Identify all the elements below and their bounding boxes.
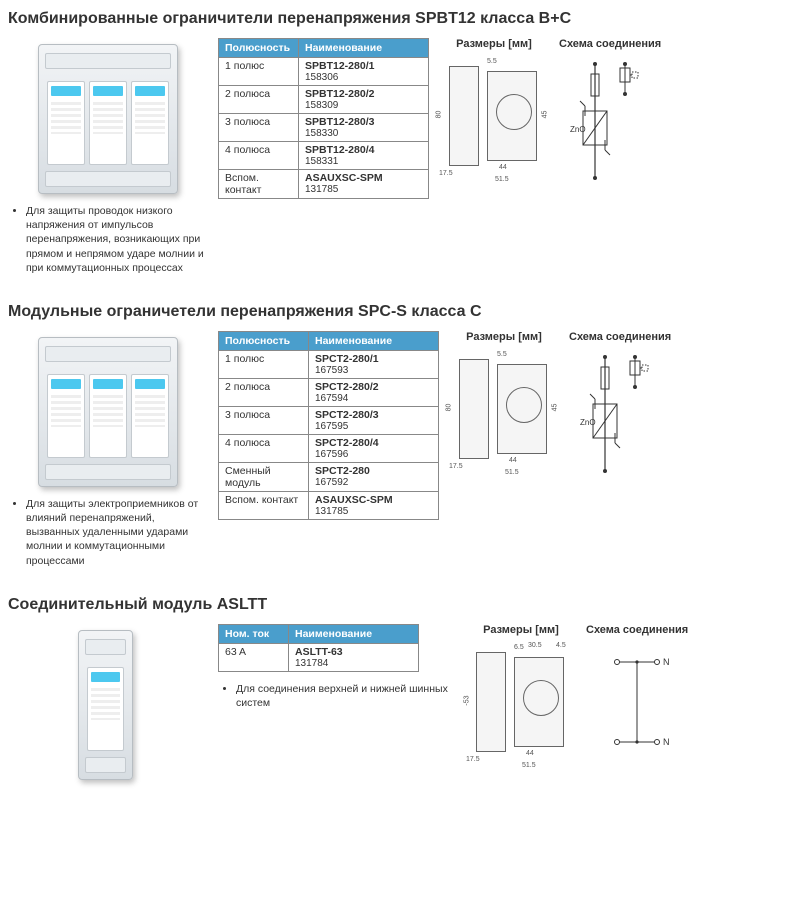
cell-part: SPCT2-280/4 167596 bbox=[309, 434, 439, 462]
feature-list: Для защиты электроприемников от влияний … bbox=[26, 497, 208, 568]
dimensions-header: Размеры [мм] bbox=[466, 624, 576, 636]
schema-header: Схема соединения bbox=[559, 38, 661, 50]
cell-polarity: 1 полюс bbox=[219, 58, 299, 86]
table-row: Вспом. контакт ASAUXSC-SPM 131785 bbox=[219, 491, 439, 519]
cell-polarity: 4 полюса bbox=[219, 142, 299, 170]
table-row: Сменный модуль SPCT2-280 167592 bbox=[219, 462, 439, 491]
feature-list: Для защиты проводок низкого напряжения о… bbox=[26, 204, 208, 275]
product-image-column: Для защиты электроприемников от влияний … bbox=[8, 331, 208, 568]
cell-polarity: 3 полюса bbox=[219, 114, 299, 142]
cell-part: ASAUXSC-SPM 131785 bbox=[309, 491, 439, 519]
cell-polarity: 4 полюса bbox=[219, 434, 309, 462]
table-column: Полюсность Наименование 1 полюс SPBT12-2… bbox=[218, 38, 429, 199]
table-row: 1 полюс SPCT2-280/1 167593 bbox=[219, 350, 439, 378]
th-polarity: Ном. ток bbox=[219, 624, 289, 643]
cell-part: ASLTT-63 131784 bbox=[289, 643, 419, 671]
table-row: 3 полюса SPCT2-280/3 167595 bbox=[219, 406, 439, 434]
schema-column: Схема соединения ZnO bbox=[569, 331, 671, 479]
cell-part: SPCT2-280/1 167593 bbox=[309, 350, 439, 378]
device-illustration bbox=[38, 337, 178, 487]
svg-text:ZnO: ZnO bbox=[580, 418, 596, 427]
connection-schema: ZnO bbox=[580, 349, 660, 479]
dimensions-header: Размеры [мм] bbox=[439, 38, 549, 50]
cell-polarity: 1 полюс bbox=[219, 350, 309, 378]
cell-part: SPCT2-280/3 167595 bbox=[309, 406, 439, 434]
product-section: Комбинированные ограничители перенапряже… bbox=[8, 10, 792, 275]
cell-polarity: 2 полюса bbox=[219, 378, 309, 406]
cell-polarity: Вспом. контакт bbox=[219, 491, 309, 519]
table-row: 2 полюса SPCT2-280/2 167594 bbox=[219, 378, 439, 406]
cell-part: SPBT12-280/2 158309 bbox=[299, 86, 429, 114]
svg-text:ZnO: ZnO bbox=[570, 125, 586, 134]
cell-part: ASAUXSC-SPM 131785 bbox=[299, 170, 429, 199]
section-title: Комбинированные ограничители перенапряже… bbox=[8, 10, 792, 28]
dimension-drawing: -53 44 51.5 17.5 6.5 30.5 4.5 bbox=[466, 642, 576, 772]
svg-text:N: N bbox=[663, 657, 670, 667]
dimensions-header: Размеры [мм] bbox=[449, 331, 559, 343]
cell-part: SPCT2-280/2 167594 bbox=[309, 378, 439, 406]
device-illustration bbox=[78, 630, 133, 780]
table-row: Вспом. контакт ASAUXSC-SPM 131785 bbox=[219, 170, 429, 199]
dimensions-column: Размеры [мм] -53 44 51.5 17.5 6.5 30.5 4… bbox=[466, 624, 576, 772]
product-image-column: Для защиты проводок низкого напряжения о… bbox=[8, 38, 208, 275]
dimension-drawing: 80 45 44 51.5 17.5 5.5 bbox=[449, 349, 559, 479]
table-column: Полюсность Наименование 1 полюс SPCT2-28… bbox=[218, 331, 439, 520]
bullet-item: Для защиты проводок низкого напряжения о… bbox=[26, 204, 208, 275]
table-row: 1 полюс SPBT12-280/1 158306 bbox=[219, 58, 429, 86]
cell-polarity: 63 A bbox=[219, 643, 289, 671]
connection-schema: N N bbox=[597, 642, 677, 772]
svg-text:N: N bbox=[663, 737, 670, 747]
bullet-item: Для соединения верхней и нижней шинных с… bbox=[236, 682, 456, 710]
schema-column: Схема соединения ZnO bbox=[559, 38, 661, 186]
product-section: Модульные ограничетели перенапряжения SP… bbox=[8, 303, 792, 568]
th-polarity: Полюсность bbox=[219, 331, 309, 350]
table-row: 63 A ASLTT-63 131784 bbox=[219, 643, 419, 671]
th-name: Наименование bbox=[309, 331, 439, 350]
section-title: Соединительный модуль ASLTT bbox=[8, 596, 792, 614]
product-image-column bbox=[8, 624, 208, 786]
cell-polarity: Сменный модуль bbox=[219, 462, 309, 491]
cell-part: SPBT12-280/1 158306 bbox=[299, 58, 429, 86]
schema-header: Схема соединения bbox=[586, 624, 688, 636]
schema-column: Схема соединения N N bbox=[586, 624, 688, 772]
product-table: Ном. ток Наименование 63 A ASLTT-63 1317… bbox=[218, 624, 419, 672]
dimensions-column: Размеры [мм] 80 45 44 51.5 17.5 5.5 bbox=[439, 38, 549, 186]
product-table: Полюсность Наименование 1 полюс SPBT12-2… bbox=[218, 38, 429, 199]
bullet-item: Для защиты электроприемников от влияний … bbox=[26, 497, 208, 568]
dimension-drawing: 80 45 44 51.5 17.5 5.5 bbox=[439, 56, 549, 186]
table-column: Ном. ток Наименование 63 A ASLTT-63 1317… bbox=[218, 624, 456, 710]
cell-part: SPBT12-280/3 158330 bbox=[299, 114, 429, 142]
connection-schema: ZnO bbox=[570, 56, 650, 186]
section-title: Модульные ограничетели перенапряжения SP… bbox=[8, 303, 792, 321]
feature-list: Для соединения верхней и нижней шинных с… bbox=[236, 682, 456, 710]
table-row: 2 полюса SPBT12-280/2 158309 bbox=[219, 86, 429, 114]
product-table: Полюсность Наименование 1 полюс SPCT2-28… bbox=[218, 331, 439, 520]
cell-polarity: 2 полюса bbox=[219, 86, 299, 114]
th-name: Наименование bbox=[289, 624, 419, 643]
cell-part: SPBT12-280/4 158331 bbox=[299, 142, 429, 170]
table-row: 4 полюса SPCT2-280/4 167596 bbox=[219, 434, 439, 462]
schema-header: Схема соединения bbox=[569, 331, 671, 343]
product-section: Соединительный модуль ASLTT Ном. ток Наи… bbox=[8, 596, 792, 786]
dimensions-column: Размеры [мм] 80 45 44 51.5 17.5 5.5 bbox=[449, 331, 559, 479]
cell-polarity: 3 полюса bbox=[219, 406, 309, 434]
cell-part: SPCT2-280 167592 bbox=[309, 462, 439, 491]
table-row: 3 полюса SPBT12-280/3 158330 bbox=[219, 114, 429, 142]
th-name: Наименование bbox=[299, 39, 429, 58]
device-illustration bbox=[38, 44, 178, 194]
cell-polarity: Вспом. контакт bbox=[219, 170, 299, 199]
th-polarity: Полюсность bbox=[219, 39, 299, 58]
table-row: 4 полюса SPBT12-280/4 158331 bbox=[219, 142, 429, 170]
